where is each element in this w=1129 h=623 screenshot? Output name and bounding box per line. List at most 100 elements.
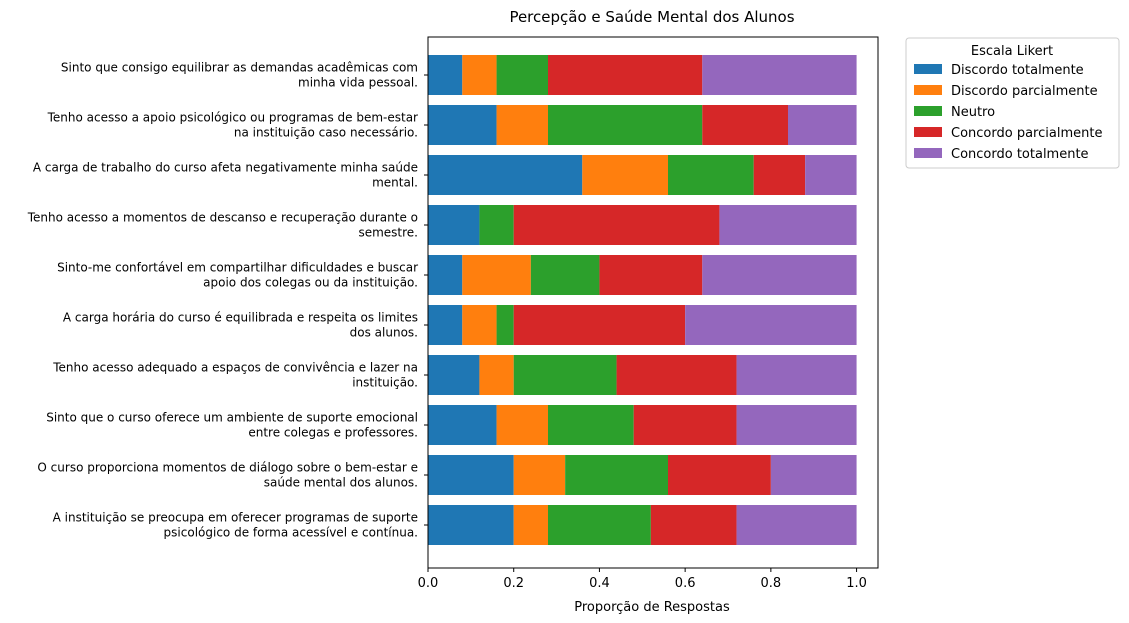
y-tick-label-line: Tenho acesso a momentos de descanso e re… <box>27 211 418 225</box>
bar-segment-2-series-4 <box>702 105 788 145</box>
bar-segment-8-series-5 <box>736 405 857 445</box>
y-tick-label: Sinto que consigo equilibrar as demandas… <box>61 61 418 90</box>
y-tick-label-line: apoio dos colegas ou da instituição. <box>203 276 418 290</box>
bar-segment-6-series-1 <box>428 305 463 345</box>
bar-segment-7-series-4 <box>616 355 737 395</box>
bar-segment-3-series-5 <box>805 155 857 195</box>
bar-segment-6-series-5 <box>685 305 857 345</box>
legend: Escala Likert Discordo totalmente Discord… <box>905 37 1120 169</box>
y-tick-label-line: A instituição se preocupa em oferecer pr… <box>53 511 418 525</box>
bar-segment-2-series-5 <box>788 105 857 145</box>
y-tick-label-line: psicológico de forma acessível e contínu… <box>164 526 418 540</box>
y-tick-label: Tenho acesso a apoio psicológico ou prog… <box>47 111 418 140</box>
y-tick-label-line: mental. <box>372 176 418 190</box>
bar-segment-7-series-3 <box>513 355 617 395</box>
bar-segment-8-series-3 <box>548 405 634 445</box>
x-axis: 0.0 0.2 0.4 0.6 0.8 1.0 <box>418 568 867 591</box>
y-tick-label-line: na instituição caso necessário. <box>234 126 418 140</box>
bar-segment-2-series-1 <box>428 105 497 145</box>
bar-segment-7-series-1 <box>428 355 480 395</box>
bar-segment-10-series-4 <box>650 505 737 545</box>
chart-title: Percepção e Saúde Mental dos Alunos <box>509 8 794 26</box>
bar-segment-1-series-3 <box>496 55 548 95</box>
bar-segment-4-series-5 <box>719 205 857 245</box>
plot-frame <box>427 36 879 569</box>
y-axis: Sinto que consigo equilibrar as demandas… <box>27 61 428 540</box>
x-axis-label: Proporção de Respostas <box>574 600 730 615</box>
legend-frame <box>905 37 1120 169</box>
y-tick-label-line: O curso proporciona momentos de diálogo … <box>37 461 418 475</box>
bar-segment-5-series-3 <box>530 255 600 295</box>
bar-segment-5-series-2 <box>462 255 531 295</box>
bar-segment-3-series-3 <box>668 155 754 195</box>
bar-segment-8-series-2 <box>496 405 548 445</box>
x-tick-label: 0.4 <box>589 576 610 591</box>
y-tick-label-line: Tenho acesso adequado a espaços de convi… <box>52 361 418 375</box>
bar-segment-2-series-2 <box>496 105 548 145</box>
bar-segment-8-series-4 <box>633 405 737 445</box>
y-tick-label-line: saúde mental dos alunos. <box>264 476 418 490</box>
bar-segment-7-series-5 <box>736 355 857 395</box>
bar-segment-6-series-2 <box>462 305 497 345</box>
bar-segment-1-series-1 <box>428 55 463 95</box>
legend-label: Concordo parcialmente <box>951 126 1102 141</box>
legend-label: Concordo totalmente <box>951 147 1089 162</box>
y-tick-label: A carga de trabalho do curso afeta negat… <box>33 161 418 190</box>
bar-segment-2-series-3 <box>548 105 703 145</box>
y-tick-label-line: Sinto que o curso oferece um ambiente de… <box>46 411 418 425</box>
y-tick-label-line: instituição. <box>352 376 418 390</box>
bar-segment-5-series-5 <box>702 255 857 295</box>
y-tick-label-line: entre colegas e professores. <box>248 426 418 440</box>
bar-segment-9-series-5 <box>770 455 857 495</box>
bar-segment-10-series-1 <box>428 505 514 545</box>
bar-segment-4-series-3 <box>479 205 514 245</box>
legend-swatch <box>914 64 942 74</box>
bar-segment-8-series-1 <box>428 405 497 445</box>
bar-segment-9-series-4 <box>668 455 771 495</box>
bar-segment-4-series-4 <box>513 205 720 245</box>
y-tick-label: O curso proporciona momentos de diálogo … <box>37 461 418 490</box>
x-tick-label: 1.0 <box>846 576 867 591</box>
x-tick-label: 0.0 <box>418 576 439 591</box>
y-tick-label: Sinto-me confortável em compartilhar dif… <box>57 261 418 290</box>
legend-swatch <box>914 106 942 116</box>
y-tick-label-line: minha vida pessoal. <box>298 76 418 90</box>
x-tick-label: 0.8 <box>761 576 782 591</box>
bar-segment-1-series-2 <box>462 55 497 95</box>
bars-layer <box>428 55 857 545</box>
bar-segment-3-series-2 <box>582 155 668 195</box>
legend-label: Neutro <box>951 105 995 120</box>
bar-segment-10-series-5 <box>736 505 857 545</box>
legend-title: Escala Likert <box>971 44 1053 59</box>
y-tick-label: A instituição se preocupa em oferecer pr… <box>53 511 418 540</box>
bar-segment-6-series-4 <box>513 305 686 345</box>
y-tick-label-line: Sinto que consigo equilibrar as demandas… <box>61 61 418 75</box>
bar-segment-7-series-2 <box>479 355 514 395</box>
y-tick-label-line: Sinto-me confortável em compartilhar dif… <box>57 261 418 275</box>
bar-segment-9-series-3 <box>565 455 668 495</box>
bar-segment-10-series-2 <box>513 505 548 545</box>
y-tick-label-line: semestre. <box>358 226 418 240</box>
y-tick-label-line: A carga horária do curso é equilibrada e… <box>63 311 418 325</box>
bar-segment-10-series-3 <box>548 505 651 545</box>
bar-segment-6-series-3 <box>496 305 514 345</box>
bar-segment-5-series-1 <box>428 255 463 295</box>
legend-label: Discordo totalmente <box>951 63 1084 78</box>
bar-segment-1-series-4 <box>548 55 703 95</box>
bar-segment-3-series-4 <box>753 155 806 195</box>
legend-swatch <box>914 127 942 137</box>
bar-segment-9-series-2 <box>513 455 566 495</box>
legend-label: Discordo parcialmente <box>951 84 1098 99</box>
y-tick-label: Tenho acesso adequado a espaços de convi… <box>52 361 418 390</box>
x-tick-label: 0.2 <box>503 576 524 591</box>
bar-segment-1-series-5 <box>702 55 857 95</box>
legend-swatch <box>914 148 942 158</box>
y-tick-label-line: A carga de trabalho do curso afeta negat… <box>33 161 418 175</box>
bar-segment-5-series-4 <box>599 255 703 295</box>
legend-swatch <box>914 85 942 95</box>
y-tick-label: Tenho acesso a momentos de descanso e re… <box>27 211 418 240</box>
bar-segment-9-series-1 <box>428 455 514 495</box>
y-tick-label: A carga horária do curso é equilibrada e… <box>63 311 418 340</box>
